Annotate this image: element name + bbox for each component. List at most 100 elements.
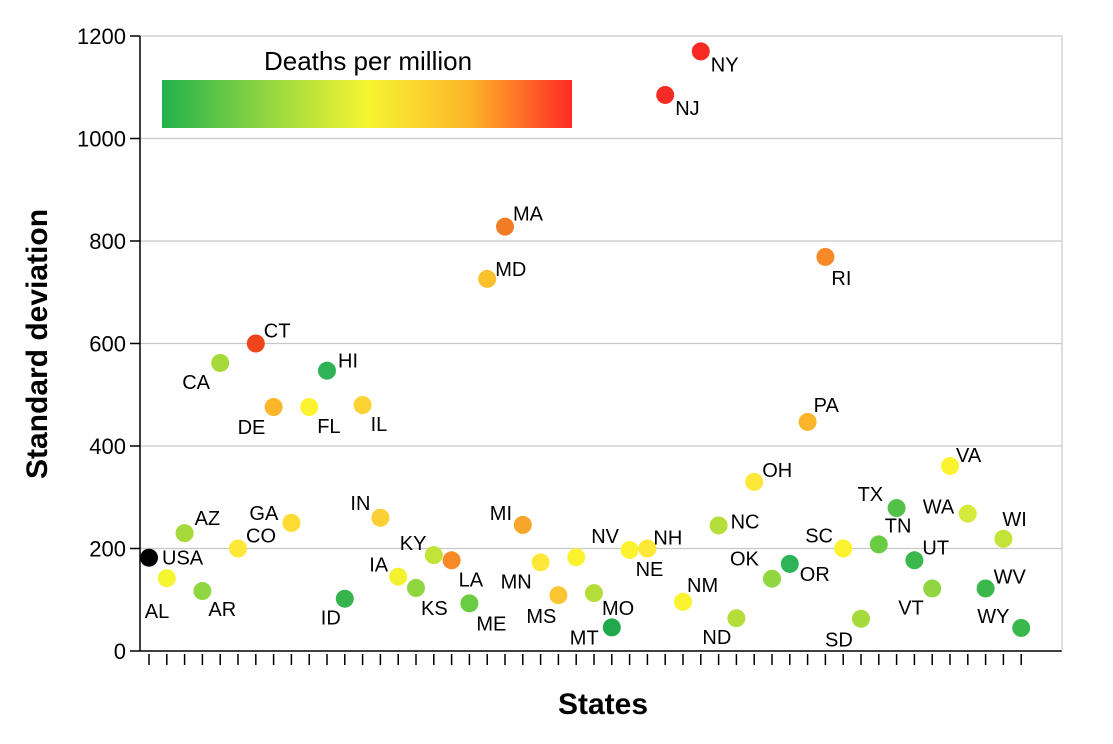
data-point-ks <box>407 578 425 597</box>
data-point-wi <box>994 529 1013 548</box>
point-label-mn: MN <box>501 571 532 593</box>
data-point-mo <box>585 584 603 603</box>
legend-gradient-bar <box>162 80 572 128</box>
point-label-sc: SC <box>805 526 833 548</box>
point-label-ms: MS <box>526 606 556 628</box>
data-point-sc <box>834 539 853 558</box>
point-label-tn: TN <box>885 515 912 537</box>
data-point-hi <box>318 361 336 380</box>
y-tick-label: 200 <box>89 537 126 562</box>
point-label-ga: GA <box>249 503 279 525</box>
data-point-nj <box>656 85 675 104</box>
data-point-sd <box>852 609 870 628</box>
data-point-wy <box>1012 618 1031 637</box>
color-legend: Deaths per million <box>162 46 572 128</box>
point-label-nd: ND <box>702 627 731 649</box>
data-point-mn <box>531 553 550 572</box>
point-label-me: ME <box>476 613 506 635</box>
data-point-ma <box>496 217 514 236</box>
y-axis-title: Standard deviation <box>21 209 54 479</box>
point-label-wa: WA <box>923 497 955 519</box>
data-point-me <box>460 594 479 613</box>
data-point-mt <box>602 618 621 637</box>
data-point-wv <box>976 579 995 598</box>
point-label-mt: MT <box>570 627 599 649</box>
y-tick-label: 800 <box>89 229 126 254</box>
data-point-nh <box>638 539 657 558</box>
data-point-ga <box>282 513 301 532</box>
point-label-in: IN <box>350 493 370 515</box>
point-label-nh: NH <box>653 528 682 550</box>
point-label-nm: NM <box>687 575 718 597</box>
point-label-tx: TX <box>858 484 884 506</box>
point-label-or: OR <box>800 564 830 586</box>
grid-lines <box>140 35 1062 550</box>
point-label-usa: USA <box>162 548 204 570</box>
data-point-ky <box>424 546 443 565</box>
data-point-nc <box>709 516 728 535</box>
point-labels: USA AL AZ AR CA CO CT DE GA FL HI ID IL IN IA KS KY LA ME M… <box>145 54 1027 651</box>
data-point-ne <box>620 541 639 560</box>
y-tick-label: 1000 <box>77 127 126 152</box>
legend-title: Deaths per million <box>264 46 472 76</box>
data-point-ct <box>246 334 265 353</box>
data-point-oh <box>745 472 764 491</box>
point-label-vt: VT <box>898 597 924 619</box>
point-label-ia: IA <box>369 555 389 577</box>
point-label-wv: WV <box>994 566 1027 588</box>
point-label-id: ID <box>321 608 341 630</box>
x-axis-title: States <box>558 688 648 721</box>
point-label-fl: FL <box>317 416 340 438</box>
point-label-nv: NV <box>591 526 619 548</box>
point-label-oh: OH <box>762 460 792 482</box>
point-label-nc: NC <box>731 511 760 533</box>
point-label-md: MD <box>495 259 526 281</box>
data-point-ok <box>763 569 781 588</box>
data-point-ut <box>905 551 924 570</box>
point-label-ky: KY <box>400 533 427 555</box>
point-label-ar: AR <box>208 599 236 621</box>
y-tick-label: 400 <box>89 434 126 459</box>
data-point-la <box>442 551 461 570</box>
y-tick-label: 1200 <box>77 24 126 49</box>
data-point-tn <box>869 535 888 554</box>
data-point-ri <box>816 247 835 266</box>
point-label-ne: NE <box>636 559 664 581</box>
point-label-pa: PA <box>814 395 840 417</box>
point-label-az: AZ <box>195 508 221 530</box>
point-label-sd: SD <box>825 630 853 652</box>
data-point-or <box>780 554 799 573</box>
data-point-mi <box>513 515 532 534</box>
point-label-ut: UT <box>922 537 949 559</box>
data-points <box>140 42 1031 637</box>
data-point-md <box>478 269 497 288</box>
data-point-vt <box>923 579 942 598</box>
axes: 0 200 400 600 800 1000 1200 <box>77 24 1063 665</box>
point-label-ma: MA <box>513 204 544 226</box>
data-point-al <box>157 569 176 588</box>
point-label-va: VA <box>956 445 982 467</box>
data-point-co <box>229 539 247 558</box>
point-label-nj: NJ <box>675 98 699 120</box>
point-label-ca: CA <box>182 372 210 394</box>
data-point-pa <box>798 412 817 431</box>
data-point-ar <box>193 582 212 601</box>
data-point-usa <box>140 548 158 567</box>
point-label-mo: MO <box>602 598 634 620</box>
data-point-ia <box>389 567 408 586</box>
data-point-fl <box>300 398 319 417</box>
data-point-tx <box>887 499 906 518</box>
point-label-co: CO <box>246 526 276 548</box>
point-label-la: LA <box>459 569 484 591</box>
data-point-az <box>175 524 194 543</box>
data-point-va <box>941 456 959 475</box>
y-tick-label: 600 <box>89 332 126 357</box>
data-point-de <box>264 398 283 417</box>
point-label-ri: RI <box>831 268 851 290</box>
data-point-nm <box>674 592 692 611</box>
point-label-mi: MI <box>490 503 512 525</box>
data-point-nd <box>727 609 746 628</box>
point-label-de: DE <box>238 417 266 439</box>
data-point-il <box>353 396 372 414</box>
